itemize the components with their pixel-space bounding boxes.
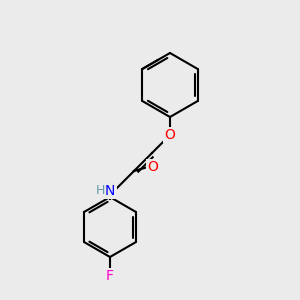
Text: N: N (105, 184, 115, 198)
Text: O: O (148, 160, 158, 174)
Text: F: F (106, 269, 114, 283)
Text: O: O (165, 128, 176, 142)
Text: H: H (95, 184, 105, 197)
